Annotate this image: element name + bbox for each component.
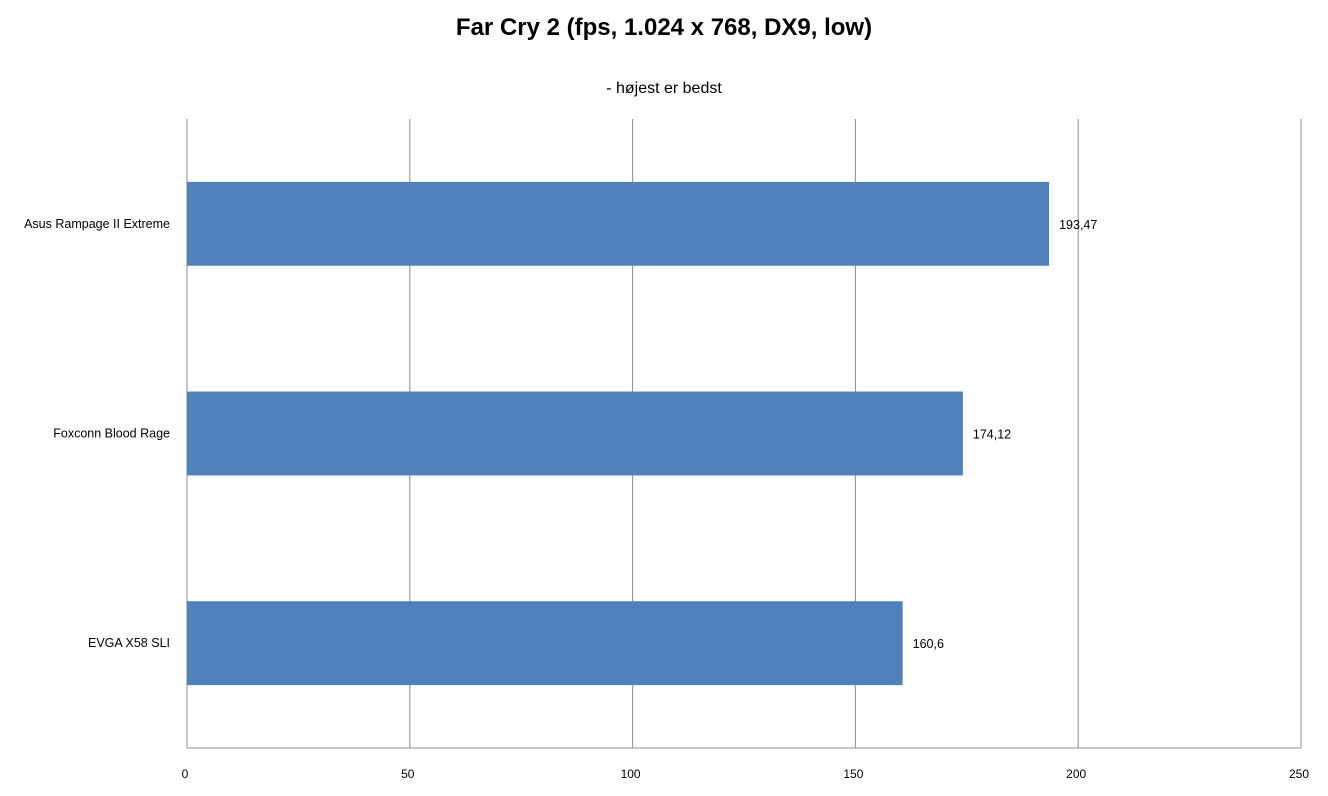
x-tick-label: 0 — [182, 767, 189, 781]
chart-subtitle: - højest er bedst — [606, 80, 722, 97]
data-label: 193,47 — [1059, 218, 1097, 232]
x-tick-label: 150 — [843, 767, 863, 781]
category-label: Foxconn Blood Rage — [53, 427, 170, 441]
x-tick-label: 50 — [401, 767, 415, 781]
category-label: EVGA X58 SLI — [88, 636, 170, 650]
data-label: 174,12 — [973, 428, 1011, 442]
bars — [187, 181, 1050, 686]
x-tick-label: 100 — [621, 767, 641, 781]
category-label: Asus Rampage II Extreme — [24, 217, 170, 231]
x-tick-label: 200 — [1066, 767, 1086, 781]
labels: 0 50 100 150 200 250 Asus Rampage II Extreme 19… — [24, 217, 1309, 781]
bar — [187, 601, 903, 686]
chart-title: Far Cry 2 (fps, 1.024 x 768, DX9, low) — [455, 14, 873, 41]
x-tick-label: 250 — [1289, 767, 1309, 781]
bar — [187, 181, 1050, 266]
data-label: 160,6 — [913, 637, 944, 651]
bar — [187, 391, 963, 476]
